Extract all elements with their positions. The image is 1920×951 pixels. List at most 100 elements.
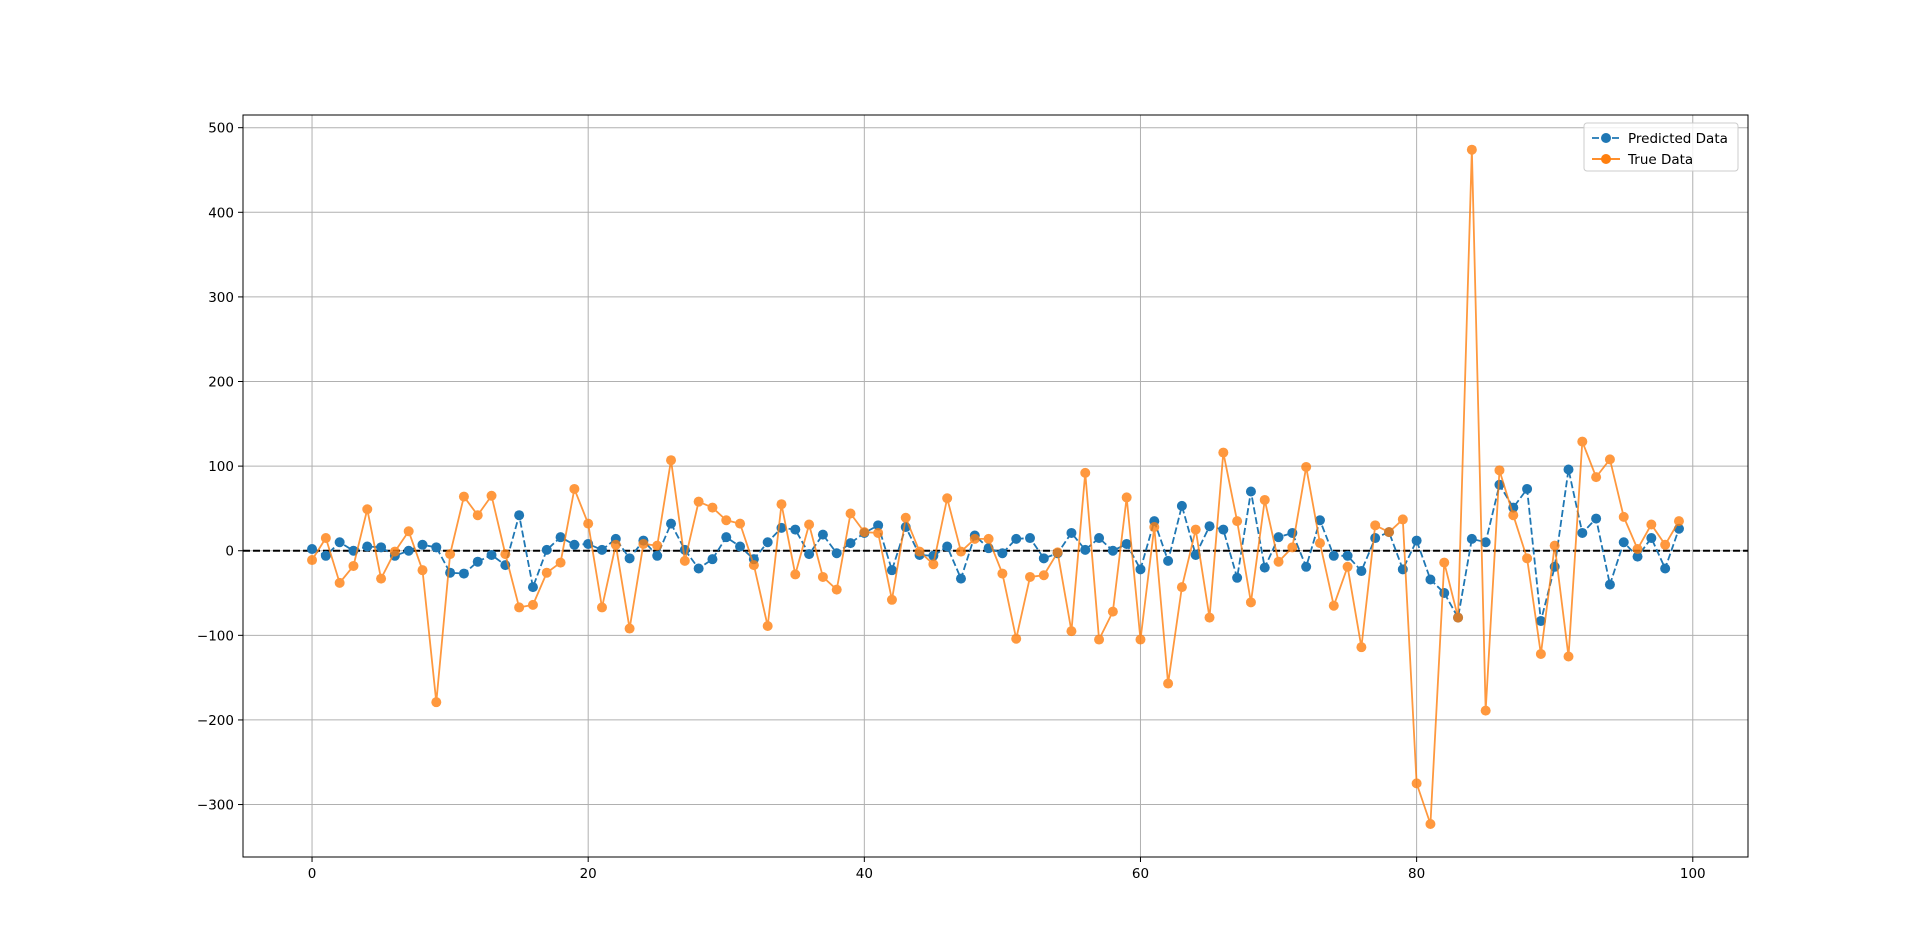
data-point (527, 582, 538, 593)
plot-frame (242, 114, 1749, 858)
data-point (845, 508, 856, 519)
data-point (514, 602, 525, 613)
data-point (610, 539, 621, 550)
data-point (334, 577, 345, 588)
data-point (1218, 524, 1229, 535)
y-tick-label: 300 (208, 290, 234, 306)
data-point (1121, 492, 1132, 503)
data-point (679, 555, 690, 566)
data-point (1259, 562, 1270, 573)
y-axis: −300 −200 −100 0 100 200 300 400 500 (197, 121, 243, 814)
data-point (486, 490, 497, 501)
data-point (417, 565, 428, 576)
data-point (596, 602, 607, 613)
data-point (1508, 510, 1519, 521)
legend-item: Predicted Data (1592, 131, 1728, 147)
legend-marker (1601, 154, 1611, 164)
data-point (1425, 819, 1436, 830)
data-point (1176, 582, 1187, 593)
data-point (873, 527, 884, 538)
data-point (376, 542, 387, 553)
data-point (1273, 556, 1284, 567)
x-tick-label: 40 (856, 866, 873, 882)
data-point (1301, 461, 1312, 472)
data-point (1618, 511, 1629, 522)
data-point (1411, 778, 1422, 789)
data-point (458, 568, 469, 579)
data-point (693, 496, 704, 507)
data-point (541, 567, 552, 578)
data-point (555, 557, 566, 568)
data-point (1107, 606, 1118, 617)
data-point (527, 599, 538, 610)
data-point (1218, 447, 1229, 458)
data-point (1163, 555, 1174, 566)
data-point (1232, 516, 1243, 527)
data-point (1066, 626, 1077, 637)
data-point (955, 546, 966, 557)
x-tick-label: 100 (1680, 866, 1706, 882)
data-point (1080, 467, 1091, 478)
data-point (1591, 472, 1602, 483)
data-point (790, 569, 801, 580)
data-point (307, 555, 318, 566)
data-point (307, 544, 318, 555)
data-point (969, 533, 980, 544)
data-point (776, 499, 787, 510)
data-point (1038, 553, 1049, 564)
data-point (1314, 538, 1325, 549)
data-point (914, 546, 925, 557)
data-point (334, 537, 345, 548)
data-point (1149, 522, 1160, 533)
data-point (389, 546, 400, 557)
data-point (403, 545, 414, 556)
data-point (1163, 678, 1174, 689)
y-tick-label: 200 (208, 375, 234, 391)
data-point (942, 541, 953, 552)
data-point (886, 594, 897, 605)
data-point (472, 510, 483, 521)
data-point (721, 532, 732, 543)
data-point (831, 584, 842, 595)
data-point (1066, 527, 1077, 538)
y-tick-label: −100 (197, 628, 234, 644)
data-point (1549, 540, 1560, 551)
data-point (1356, 566, 1367, 577)
data-point (762, 537, 773, 548)
data-point (1632, 551, 1643, 562)
data-point (1273, 532, 1284, 543)
data-point (1522, 553, 1533, 564)
data-point (1135, 634, 1146, 645)
data-point (1370, 520, 1381, 531)
data-point (569, 483, 580, 494)
legend: Predicted Data True Data (1583, 122, 1739, 172)
data-point (624, 553, 635, 564)
data-point (596, 544, 607, 555)
data-point (638, 538, 649, 549)
legend-item: True Data (1592, 152, 1693, 168)
data-point (1259, 494, 1270, 505)
series-layer (307, 144, 1684, 830)
data-point (707, 554, 718, 565)
y-tick-label: 100 (208, 459, 234, 475)
data-point (652, 550, 663, 561)
data-point (707, 502, 718, 513)
data-point (804, 519, 815, 530)
data-point (817, 529, 828, 540)
data-point (1025, 533, 1036, 544)
data-point (1535, 648, 1546, 659)
y-tick-label: 400 (208, 205, 234, 221)
data-point (362, 541, 373, 552)
data-point (942, 493, 953, 504)
data-point (445, 567, 456, 578)
legend-label: Predicted Data (1628, 131, 1728, 147)
data-point (886, 565, 897, 576)
data-point (666, 518, 677, 529)
data-point (583, 518, 594, 529)
y-tick-label: 0 (225, 544, 234, 560)
y-tick-label: −200 (197, 713, 234, 729)
data-point (1535, 615, 1546, 626)
data-point (693, 563, 704, 574)
x-tick-label: 0 (308, 866, 317, 882)
